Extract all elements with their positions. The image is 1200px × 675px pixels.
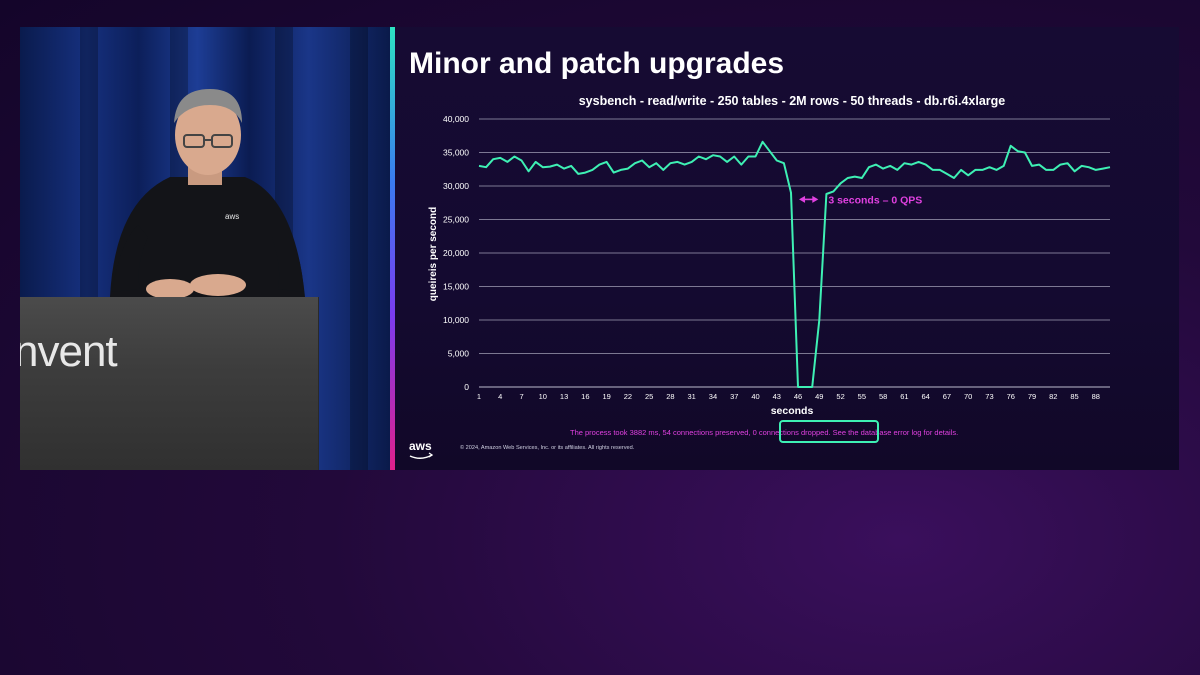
series-layer bbox=[478, 140, 1111, 388]
x-tick-label: 46 bbox=[794, 392, 802, 401]
x-tick-label: 19 bbox=[602, 392, 610, 401]
speaker-figure: aws bbox=[110, 89, 305, 299]
y-tick-label: 20,000 bbox=[443, 248, 469, 258]
annotation-arrowhead-right bbox=[812, 195, 819, 203]
x-tick-label: 31 bbox=[688, 392, 696, 401]
status-message: The process took 3882 ms, 54 connections… bbox=[570, 428, 958, 437]
x-tick-label: 22 bbox=[624, 392, 632, 401]
x-tick-label: 67 bbox=[943, 392, 951, 401]
shirt-logo: aws bbox=[225, 212, 239, 221]
presentation-slide: Minor and patch upgrades sysbench - read… bbox=[390, 27, 1179, 470]
slide-title: Minor and patch upgrades bbox=[409, 47, 785, 80]
podium: nvent bbox=[20, 297, 319, 470]
curtain-fold bbox=[350, 27, 368, 470]
x-tick-label: 82 bbox=[1049, 392, 1057, 401]
x-tick-label: 37 bbox=[730, 392, 738, 401]
aws-logo-text: aws bbox=[409, 439, 432, 453]
x-tick-label: 13 bbox=[560, 392, 568, 401]
status-highlight: 0 connections dropped bbox=[753, 428, 829, 437]
y-tick-label: 5,000 bbox=[448, 349, 470, 359]
y-tick-label: 0 bbox=[464, 382, 469, 392]
x-tick-label: 76 bbox=[1007, 392, 1015, 401]
y-tick-label: 15,000 bbox=[443, 282, 469, 292]
x-tick-label: 49 bbox=[815, 392, 823, 401]
y-tick-label: 10,000 bbox=[443, 315, 469, 325]
x-tick-label: 70 bbox=[964, 392, 972, 401]
x-tick-label: 88 bbox=[1092, 392, 1100, 401]
annotation-label: 3 seconds – 0 QPS bbox=[828, 194, 922, 206]
x-tick-label: 16 bbox=[581, 392, 589, 401]
x-tick-label: 28 bbox=[666, 392, 674, 401]
status-after: . See the database error log for details… bbox=[829, 428, 959, 437]
series-line-qps bbox=[478, 140, 1111, 388]
podium-logo: nvent bbox=[20, 327, 118, 376]
x-tick-label: 64 bbox=[921, 392, 929, 401]
speaker-video-panel: aws nvent bbox=[20, 27, 390, 470]
x-tick-label: 40 bbox=[751, 392, 759, 401]
x-tick-label: 25 bbox=[645, 392, 653, 401]
annotation-arrowhead-left bbox=[799, 195, 806, 203]
x-tick-label: 4 bbox=[498, 392, 502, 401]
x-tick-label: 1 bbox=[477, 392, 481, 401]
y-tick-label: 35,000 bbox=[443, 148, 469, 158]
x-tick-label: 7 bbox=[519, 392, 523, 401]
annotation-layer: 3 seconds – 0 QPS bbox=[799, 194, 922, 206]
copyright-text: © 2024, Amazon Web Services, Inc. or its… bbox=[460, 445, 635, 451]
x-tick-label: 58 bbox=[879, 392, 887, 401]
x-tick-label: 43 bbox=[773, 392, 781, 401]
x-tick-label: 73 bbox=[985, 392, 993, 401]
x-tick-label: 34 bbox=[709, 392, 717, 401]
status-before: The process took 3882 ms, 54 connections… bbox=[570, 428, 753, 437]
qps-line-chart: sysbench - read/write - 250 tables - 2M … bbox=[428, 94, 1111, 443]
x-tick-label: 55 bbox=[858, 392, 866, 401]
y-tick-label: 40,000 bbox=[443, 114, 469, 124]
chart-title: sysbench - read/write - 250 tables - 2M … bbox=[579, 94, 1006, 108]
x-tick-label: 61 bbox=[900, 392, 908, 401]
x-tick-label: 52 bbox=[836, 392, 844, 401]
y-tick-label: 30,000 bbox=[443, 181, 469, 191]
x-tick-label: 10 bbox=[539, 392, 547, 401]
x-axis-label: seconds bbox=[771, 405, 814, 417]
aws-logo-icon bbox=[409, 452, 434, 459]
y-axis-label: queireis per second bbox=[428, 207, 439, 301]
x-tick-label: 79 bbox=[1028, 392, 1036, 401]
y-axis-ticks: 0 5,000 10,000 15,000 20,000 25,000 30,000 35,0… bbox=[443, 114, 469, 392]
slide-accent-bar bbox=[390, 27, 395, 470]
y-tick-label: 25,000 bbox=[443, 215, 469, 225]
x-tick-label: 85 bbox=[1070, 392, 1078, 401]
chart-grid bbox=[479, 118, 1110, 388]
x-axis-ticks: 1 4 7 10 13 16 19 22 25 28 31 34 37 40 43 46 49 52 55 58 61 6… bbox=[477, 392, 1100, 401]
highlight-box bbox=[779, 420, 879, 443]
